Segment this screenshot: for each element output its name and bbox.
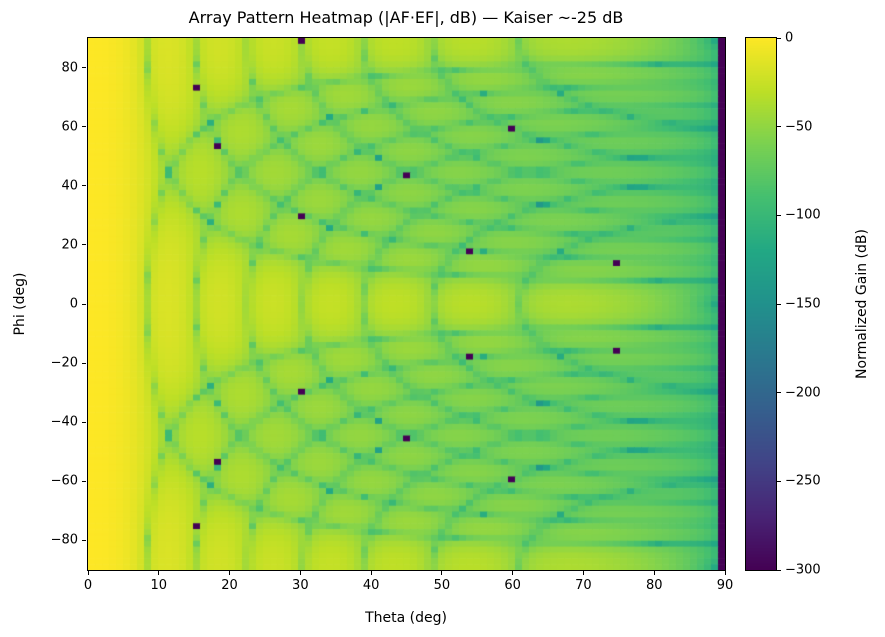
y-tick-mark <box>82 303 86 305</box>
y-tick-label: −20 <box>50 355 78 371</box>
x-tick-mark <box>87 571 89 575</box>
y-tick-mark <box>82 244 86 246</box>
y-tick-mark <box>82 185 86 187</box>
x-tick-label: 90 <box>716 578 734 593</box>
y-tick-label: 80 <box>61 60 78 76</box>
x-tick-label: 40 <box>362 578 380 593</box>
colorbar-tick-label: 0 <box>785 30 794 46</box>
colorbar-canvas <box>746 38 776 570</box>
colorbar-tick-mark <box>777 126 781 128</box>
colorbar-label: Normalized Gain (dB) <box>854 229 870 379</box>
colorbar-tick-mark <box>777 392 781 394</box>
x-tick-mark <box>512 571 514 575</box>
x-tick-mark <box>299 571 301 575</box>
y-tick-label: −40 <box>50 414 78 430</box>
x-tick-label: 30 <box>292 578 309 593</box>
colorbar-tick-label: −150 <box>785 296 821 312</box>
x-tick-mark <box>370 571 372 575</box>
colorbar-tick-mark <box>777 480 781 482</box>
colorbar-tick-mark <box>777 37 781 39</box>
x-tick-label: 60 <box>504 578 521 593</box>
y-tick-mark <box>82 480 86 482</box>
heatmap-canvas <box>88 38 725 570</box>
x-tick-label: 70 <box>575 578 592 593</box>
y-tick-mark <box>82 67 86 69</box>
x-tick-mark <box>724 571 726 575</box>
colorbar-tick-mark <box>777 569 781 571</box>
y-tick-label: 60 <box>61 119 78 135</box>
y-tick-label: 0 <box>69 296 78 312</box>
chart-title: Array Pattern Heatmap (|AF·EF|, dB) — Ka… <box>188 8 624 27</box>
colorbar-tick-mark <box>777 214 781 216</box>
y-tick-label: −80 <box>50 532 78 548</box>
y-tick-label: 20 <box>61 237 78 253</box>
y-tick-label: 40 <box>61 178 78 194</box>
x-axis-label: Theta (deg) <box>365 610 447 626</box>
y-tick-mark <box>82 421 86 423</box>
x-tick-label: 10 <box>150 578 168 593</box>
x-tick-mark <box>582 571 584 575</box>
x-tick-label: 0 <box>83 578 93 593</box>
y-axis-label: Phi (deg) <box>12 272 28 336</box>
colorbar-tick-label: −250 <box>785 473 821 489</box>
x-tick-label: 50 <box>433 578 451 593</box>
colorbar-tick-label: −200 <box>785 385 821 401</box>
colorbar-tick-label: −100 <box>785 207 821 223</box>
x-tick-mark <box>441 571 443 575</box>
y-tick-label: −60 <box>50 473 78 489</box>
x-tick-label: 20 <box>221 578 238 593</box>
colorbar-tick-label: −50 <box>785 119 813 135</box>
colorbar-tick-label: −300 <box>785 562 821 578</box>
x-tick-mark <box>229 571 231 575</box>
x-tick-mark <box>158 571 160 575</box>
y-tick-mark <box>82 362 86 364</box>
x-tick-label: 80 <box>645 578 663 593</box>
y-tick-mark <box>82 126 86 128</box>
y-tick-mark <box>82 539 86 541</box>
x-tick-mark <box>653 571 655 575</box>
colorbar-tick-mark <box>777 303 781 305</box>
